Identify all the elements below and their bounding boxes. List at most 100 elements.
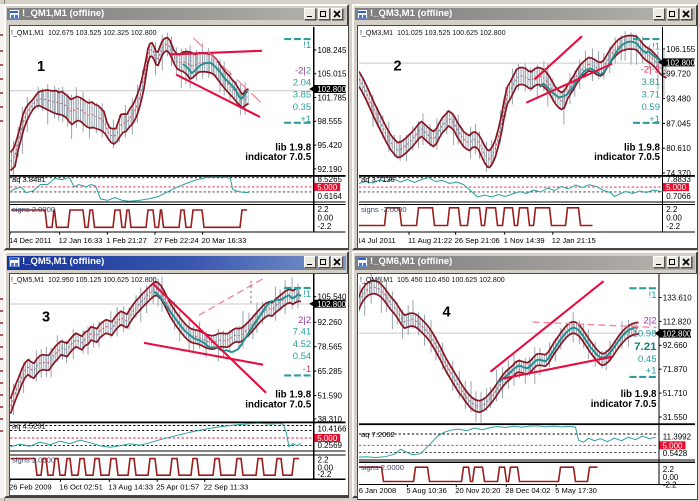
svg-text:10.98: 10.98 <box>632 329 656 340</box>
svg-text:indicator 7.0.5: indicator 7.0.5 <box>590 399 656 410</box>
svg-text:20 Nov 20:20: 20 Nov 20:20 <box>455 486 500 495</box>
svg-text:98.555: 98.555 <box>318 117 343 126</box>
svg-text:signs 2.0000: signs 2.0000 <box>12 205 55 214</box>
svg-text:1 Nov 14:39: 1 Nov 14:39 <box>503 236 544 245</box>
svg-text:16 Jan 2008: 16 Jan 2008 <box>359 486 396 495</box>
svg-text:26 Sep 21:06: 26 Sep 21:06 <box>454 236 499 245</box>
svg-text:11 Aug 21:22: 11 Aug 21:22 <box>408 236 452 245</box>
svg-text:+1: +1 <box>645 366 656 377</box>
svg-text:2.2: 2.2 <box>318 456 330 465</box>
svg-text:105.540: 105.540 <box>318 293 346 302</box>
svg-text:22 Sep 11:33: 22 Sep 11:33 <box>204 483 249 492</box>
svg-text:!1: !1 <box>652 41 660 52</box>
svg-text:indicator 7.0.5: indicator 7.0.5 <box>594 152 660 163</box>
svg-text:14 Dec 2011: 14 Dec 2011 <box>10 236 52 245</box>
svg-text:0.00: 0.00 <box>318 213 334 222</box>
svg-text:lib 1.9.8: lib 1.9.8 <box>275 390 311 401</box>
svg-text:2|2: 2|2 <box>298 315 311 326</box>
svg-text:95.420: 95.420 <box>318 141 343 150</box>
svg-text:10.4166: 10.4166 <box>318 425 346 434</box>
svg-text:0.00: 0.00 <box>666 213 682 222</box>
svg-text:133.610: 133.610 <box>662 294 691 303</box>
svg-text:5.000: 5.000 <box>662 442 683 451</box>
svg-text:102.800: 102.800 <box>666 58 695 67</box>
svg-text:3: 3 <box>42 310 50 326</box>
svg-text:12 Jan 21:15: 12 Jan 21:15 <box>551 236 595 245</box>
svg-text:signs -2.0000: signs -2.0000 <box>361 205 407 214</box>
svg-text:74.370: 74.370 <box>666 168 691 177</box>
svg-text:28 Dec 04:02: 28 Dec 04:02 <box>505 486 550 495</box>
svg-text:5.000: 5.000 <box>666 183 687 192</box>
svg-text:!_QM1,M1 102.675 103.525 102.: !_QM1,M1 102.675 103.525 102.325 102.800 <box>11 29 157 37</box>
svg-text:7.21: 7.21 <box>634 341 657 353</box>
svg-text:0.5428: 0.5428 <box>662 449 687 458</box>
svg-text:112.820: 112.820 <box>662 318 691 327</box>
svg-text:16 Oct 02:51: 16 Oct 02:51 <box>59 483 102 492</box>
svg-text:+1: +1 <box>300 114 311 125</box>
svg-text:51.590: 51.590 <box>318 392 343 401</box>
svg-text:93.480: 93.480 <box>666 94 691 103</box>
svg-text:indicator 7.0.5: indicator 7.0.5 <box>245 152 311 163</box>
svg-text:0.35: 0.35 <box>293 101 312 112</box>
svg-text:14 Jul 2011: 14 Jul 2011 <box>359 236 396 245</box>
svg-text:-1: -1 <box>303 364 311 375</box>
svg-text:4: 4 <box>442 305 450 321</box>
svg-text:38.310: 38.310 <box>318 415 343 424</box>
svg-text:-2.2: -2.2 <box>662 481 676 490</box>
svg-text:lib 1.9.8: lib 1.9.8 <box>275 142 311 153</box>
svg-text:7.8833: 7.8833 <box>666 175 691 184</box>
svg-text:5.000: 5.000 <box>317 182 338 191</box>
svg-text:26 Feb 2009: 26 Feb 2009 <box>10 483 52 492</box>
svg-text:3.81: 3.81 <box>641 77 660 88</box>
svg-text:2: 2 <box>393 58 401 74</box>
svg-text:102.800: 102.800 <box>317 85 345 94</box>
svg-text:92.660: 92.660 <box>662 341 687 350</box>
svg-text:2.2: 2.2 <box>666 205 678 214</box>
svg-text:0.54: 0.54 <box>293 351 312 362</box>
svg-text:71.870: 71.870 <box>662 365 687 374</box>
svg-text:31.550: 31.550 <box>662 413 687 422</box>
svg-text:8.5265: 8.5265 <box>318 175 343 184</box>
svg-text:1 Feb 21:27: 1 Feb 21:27 <box>106 236 147 245</box>
svg-text:0.00: 0.00 <box>662 473 678 482</box>
svg-text:signs 2.0000: signs 2.0000 <box>12 456 55 465</box>
svg-text:signs 2.0000: signs 2.0000 <box>361 463 404 472</box>
svg-text:12 Jan 16:33: 12 Jan 16:33 <box>59 236 103 245</box>
svg-text:!_QM3,M1 101.025 103.525 100.: !_QM3,M1 101.025 103.525 100.625 102.800 <box>360 29 506 37</box>
svg-text:51.710: 51.710 <box>662 389 687 398</box>
svg-text:lib 1.9.8: lib 1.9.8 <box>624 142 660 153</box>
svg-text:0.6164: 0.6164 <box>318 191 343 200</box>
svg-text:5 May 17:30: 5 May 17:30 <box>555 486 597 495</box>
svg-text:20 Mar 16:33: 20 Mar 16:33 <box>202 236 247 245</box>
svg-text:0.45: 0.45 <box>638 354 656 365</box>
svg-text:0.7066: 0.7066 <box>666 192 691 201</box>
svg-text:3.71: 3.71 <box>641 89 660 100</box>
svg-text:!1: !1 <box>303 40 311 51</box>
svg-text:-2.2: -2.2 <box>318 470 332 479</box>
svg-text:106.155: 106.155 <box>666 44 695 53</box>
svg-text:!_QM5,M1 102.950 105.125 100.: !_QM5,M1 102.950 105.125 100.625 102.800 <box>11 276 157 284</box>
svg-text:2.2: 2.2 <box>662 465 674 474</box>
svg-text:0.59: 0.59 <box>641 102 660 113</box>
svg-text:2.04: 2.04 <box>293 77 312 88</box>
svg-text:aq 7.2062: aq 7.2062 <box>361 430 395 439</box>
svg-text:!1: !1 <box>648 290 656 301</box>
svg-text:2|2: 2|2 <box>643 316 656 327</box>
svg-text:101.785: 101.785 <box>318 93 346 102</box>
svg-text:80.610: 80.610 <box>666 144 691 153</box>
svg-text:2.2: 2.2 <box>318 205 330 214</box>
svg-text:1: 1 <box>37 59 45 75</box>
svg-text:105.015: 105.015 <box>318 69 346 78</box>
svg-text:aq 4.5231: aq 4.5231 <box>12 422 46 431</box>
svg-text:-2|2: -2|2 <box>295 65 311 76</box>
svg-text:102.800: 102.800 <box>662 330 691 339</box>
svg-text:0.2569: 0.2569 <box>318 441 343 450</box>
svg-text:78.565: 78.565 <box>318 343 343 352</box>
svg-text:+1: +1 <box>649 114 660 125</box>
svg-text:87.045: 87.045 <box>666 119 691 128</box>
svg-text:5.000: 5.000 <box>317 434 338 443</box>
svg-text:4.52: 4.52 <box>293 339 312 350</box>
svg-text:92.190: 92.190 <box>318 164 343 173</box>
svg-text:0.00: 0.00 <box>318 464 334 473</box>
svg-text:3.85: 3.85 <box>293 89 312 100</box>
